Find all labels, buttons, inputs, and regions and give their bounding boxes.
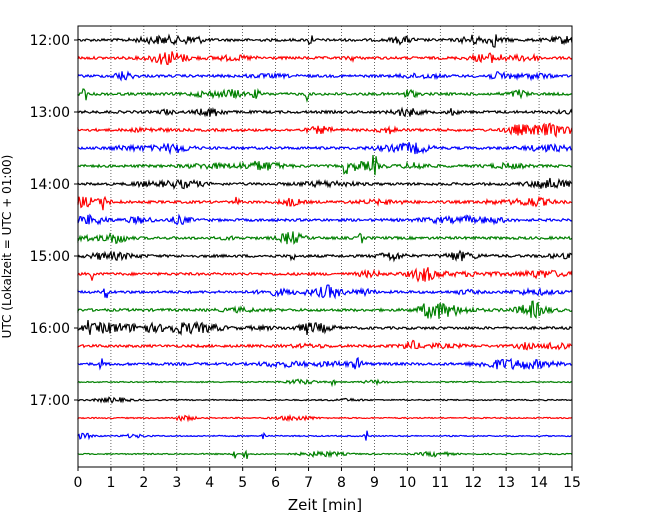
x-tick-label: 15 bbox=[563, 475, 581, 491]
x-tick-label: 10 bbox=[398, 475, 416, 491]
trace-line bbox=[77, 122, 573, 138]
y-tick-label: 14:00 bbox=[30, 177, 70, 193]
x-tick-label: 11 bbox=[431, 475, 449, 491]
trace-line bbox=[77, 51, 573, 66]
trace-line bbox=[77, 356, 573, 371]
trace-line bbox=[77, 284, 573, 300]
x-tick-label: 6 bbox=[271, 475, 280, 491]
y-tick-label: 17:00 bbox=[30, 393, 70, 409]
trace-line bbox=[77, 213, 573, 226]
x-tick-label: 9 bbox=[370, 475, 379, 491]
x-tick-label: 8 bbox=[337, 475, 346, 491]
x-axis-ticks: 0 1 2 3 4 5 6 7 8 9 10 11 12 13 14 15 bbox=[74, 467, 581, 491]
seismic-traces bbox=[77, 33, 573, 460]
x-tick-label: 13 bbox=[497, 475, 515, 491]
x-tick-label: 5 bbox=[238, 475, 247, 491]
y-tick-label: 16:00 bbox=[30, 321, 70, 337]
trace-line bbox=[77, 267, 573, 283]
y-tick-label: 12:00 bbox=[30, 33, 70, 49]
trace-line bbox=[77, 449, 573, 460]
plot-frame bbox=[77, 25, 573, 468]
trace-line bbox=[77, 142, 573, 156]
trace-line bbox=[77, 413, 573, 423]
trace-line bbox=[77, 249, 573, 263]
y-axis-label: UTC (Lokalzeit = UTC + 01:00) bbox=[0, 155, 14, 339]
y-axis-ticks: 12:00 13:00 14:00 15:00 16:00 17:00 bbox=[30, 33, 78, 409]
trace-line bbox=[77, 396, 573, 404]
trace-line bbox=[77, 430, 573, 441]
y-tick-label: 13:00 bbox=[30, 105, 70, 121]
trace-line bbox=[77, 155, 573, 176]
x-tick-label: 0 bbox=[74, 475, 83, 491]
trace-line bbox=[77, 300, 573, 320]
trace-line bbox=[77, 339, 573, 351]
x-tick-label: 4 bbox=[205, 475, 214, 491]
trace-line bbox=[77, 106, 573, 118]
x-tick-label: 12 bbox=[464, 475, 482, 491]
trace-line bbox=[77, 231, 573, 245]
trace-line bbox=[77, 70, 573, 82]
trace-line bbox=[77, 87, 573, 103]
trace-line bbox=[77, 33, 573, 48]
trace-line bbox=[77, 320, 573, 336]
trace-line bbox=[77, 378, 573, 388]
x-tick-label: 7 bbox=[304, 475, 313, 491]
x-tick-label: 2 bbox=[139, 475, 148, 491]
trace-line bbox=[77, 195, 573, 211]
x-tick-label: 14 bbox=[530, 475, 548, 491]
x-tick-label: 1 bbox=[106, 475, 115, 491]
x-axis-label: Zeit [min] bbox=[288, 496, 362, 514]
y-tick-label: 15:00 bbox=[30, 249, 70, 265]
trace-line bbox=[77, 177, 573, 191]
x-tick-label: 3 bbox=[172, 475, 181, 491]
